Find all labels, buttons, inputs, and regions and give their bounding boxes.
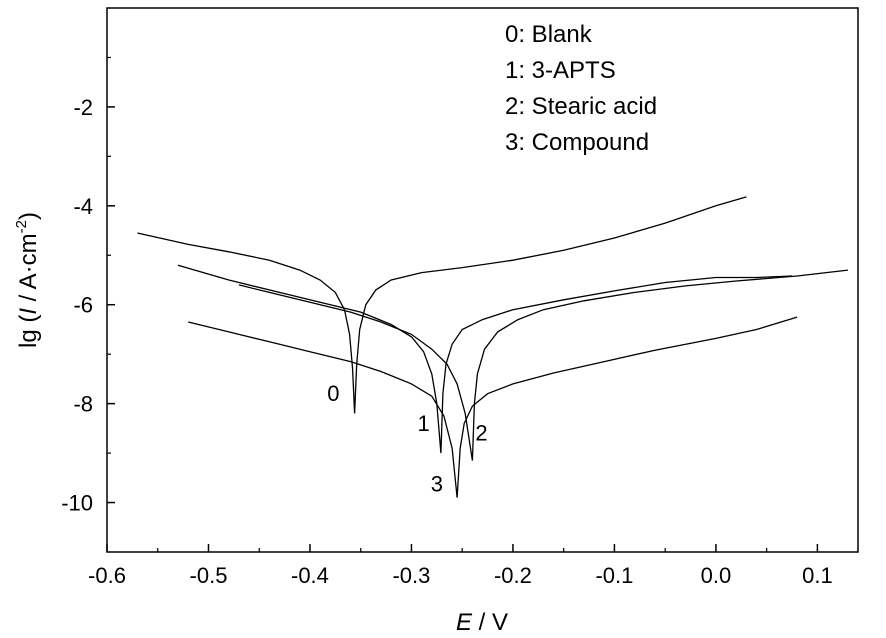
legend-entry: 0: Blank [505, 21, 593, 48]
plot-frame [106, 7, 859, 553]
curve-0 [137, 196, 747, 414]
legend-entry: 2: Stearic acid [505, 93, 657, 120]
y-axis: -2 -4 -6 -8 -10 [61, 56, 115, 516]
curve-3 [188, 316, 798, 498]
x-tick-label: -0.5 [190, 563, 228, 588]
legend-entry: 3: Compound [505, 129, 649, 156]
x-tick-label: -0.3 [392, 563, 430, 588]
x-axis-title: E / V [456, 609, 508, 636]
x-tick-label: 0.0 [701, 563, 732, 588]
legend: 0: Blank 1: 3-APTS 2: Stearic acid 3: Compo… [505, 21, 657, 156]
x-tick-label: -0.2 [494, 563, 532, 588]
curve-label-1: 1 [418, 411, 430, 436]
y-axis-title: lg (I / A·cm-2) [13, 212, 42, 348]
x-axis: -0.6 -0.5 -0.4 -0.3 -0.2 -0.1 0.0 0.1 [88, 544, 833, 588]
y-tick-label: -6 [73, 293, 93, 318]
curves: 0 1 2 3 [137, 196, 848, 498]
x-tick-label: 0.1 [802, 563, 833, 588]
curve-label-3: 3 [431, 472, 443, 497]
curve-label-2: 2 [475, 421, 487, 446]
curve-label-0: 0 [327, 381, 339, 406]
x-tick-label: -0.6 [88, 563, 126, 588]
x-tick-label: -0.1 [595, 563, 633, 588]
legend-entry: 1: 3-APTS [505, 57, 616, 84]
y-tick-label: -8 [73, 392, 93, 417]
x-tick-label: -0.4 [291, 563, 329, 588]
y-tick-label: -10 [61, 491, 93, 516]
y-tick-label: -4 [73, 194, 93, 219]
curve-1 [177, 264, 793, 454]
y-tick-label: -2 [73, 95, 93, 120]
curve-2 [238, 269, 848, 461]
